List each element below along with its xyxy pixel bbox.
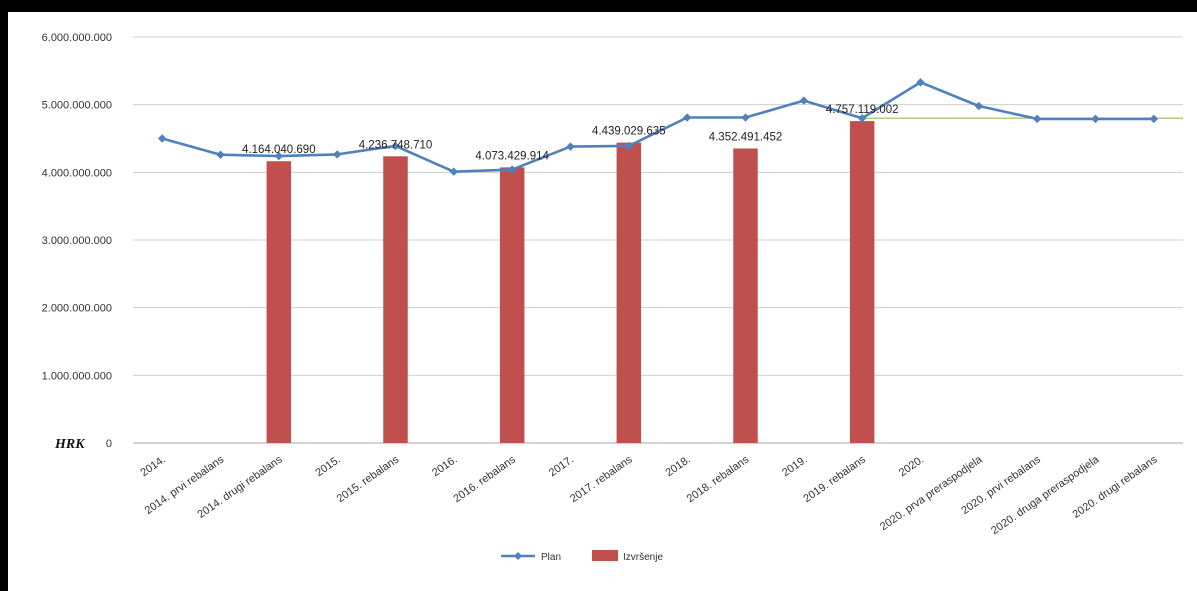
bar-data-labels: 4.164.040.690 4.236.748.710 4.073.429.914 4… <box>242 104 898 162</box>
y-tick-label: 6.000.000.000 <box>42 32 112 44</box>
x-tick-label: 2018. <box>663 454 692 480</box>
unit-label: HRK <box>54 437 86 452</box>
y-tick-label: 0 <box>106 438 112 450</box>
execution-bar <box>849 121 875 443</box>
plan-point <box>391 141 400 151</box>
plan-point <box>1091 114 1100 124</box>
execution-bar <box>616 142 642 443</box>
plan-point <box>157 134 167 143</box>
plan-point <box>1032 114 1042 124</box>
plan-point <box>566 142 575 151</box>
bar-data-label: 4.439.029.635 <box>592 126 666 138</box>
y-axis-tick-labels: 0 1.000.000.000 2.000.000.000 3.000.000.000… <box>42 32 112 450</box>
x-tick-label: 2016. rebalans <box>451 453 518 505</box>
x-tick-label: 2017. <box>547 454 576 480</box>
execution-bar <box>383 156 408 443</box>
plan-line <box>161 81 1154 173</box>
x-tick-label: 2019. rebalans <box>801 453 868 505</box>
legend-plan-marker <box>514 552 522 560</box>
x-tick-label: 2014. <box>138 454 167 480</box>
bar-data-label: 4.073.429.914 <box>475 150 549 162</box>
plan-point <box>682 113 692 122</box>
legend-plan-label: Plan <box>541 552 561 563</box>
execution-bars <box>266 121 875 444</box>
plan-point <box>741 113 750 122</box>
bar-data-label: 4.236.748.710 <box>359 139 433 151</box>
x-tick-label: 2020. druga preraspodjela <box>989 453 1102 537</box>
bar-data-label: 4.352.491.452 <box>709 131 783 143</box>
legend: Plan Izvršenje <box>501 550 663 563</box>
legend-execution-label: Izvršenje <box>623 552 663 563</box>
plan-point <box>974 101 984 111</box>
y-tick-label: 1.000.000.000 <box>42 370 112 382</box>
x-tick-label: 2018. rebalans <box>685 453 752 505</box>
x-tick-label: 2019. <box>780 454 809 480</box>
x-tick-label: 2015. rebalans <box>335 453 402 505</box>
x-tick-label: 2020. prva preraspodjela <box>878 453 985 533</box>
chart-frame: 0 1.000.000.000 2.000.000.000 3.000.000.000… <box>8 12 1197 591</box>
gridlines <box>133 36 1183 444</box>
execution-bar <box>733 148 758 443</box>
plan-point <box>507 165 517 174</box>
x-tick-label: 2016. <box>430 454 459 480</box>
y-tick-label: 4.000.000.000 <box>42 167 112 179</box>
plan-point <box>916 78 925 87</box>
plan-vs-execution-chart: 0 1.000.000.000 2.000.000.000 3.000.000.000… <box>42 32 1183 563</box>
x-tick-label: 2017. rebalans <box>568 453 635 505</box>
plan-point <box>857 114 867 123</box>
plan-point <box>274 151 284 161</box>
plan-point <box>332 150 342 159</box>
bar-data-label: 4.757.119.002 <box>826 104 899 116</box>
plan-point <box>799 96 809 105</box>
y-tick-label: 3.000.000.000 <box>42 235 112 247</box>
plan-point <box>1149 114 1159 124</box>
plan-point <box>216 150 225 159</box>
plan-point <box>624 141 634 151</box>
bar-data-label: 4.164.040.690 <box>242 144 316 156</box>
legend-execution-swatch <box>592 550 618 561</box>
y-tick-label: 5.000.000.000 <box>42 100 112 112</box>
x-tick-label: 2020. <box>897 454 926 480</box>
execution-bar <box>266 161 292 443</box>
plan-point <box>449 167 459 176</box>
plan-line-group <box>157 78 1159 176</box>
x-tick-label: 2015. <box>313 454 342 480</box>
y-tick-label: 2.000.000.000 <box>42 303 112 315</box>
execution-bar <box>499 167 525 444</box>
